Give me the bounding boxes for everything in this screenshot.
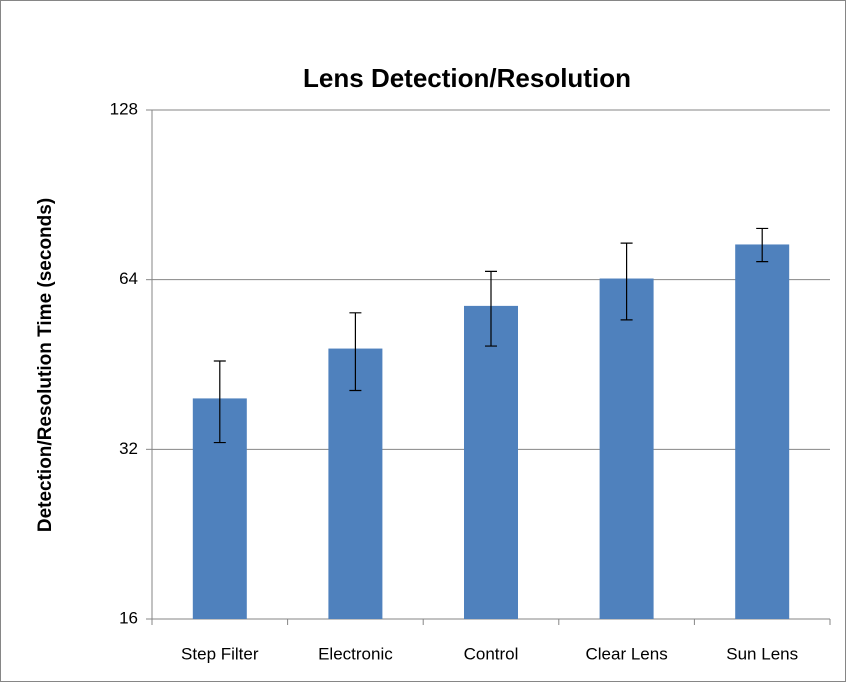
x-tick-label: Electronic bbox=[318, 644, 393, 663]
bar bbox=[599, 278, 654, 619]
y-tick-label: 32 bbox=[119, 439, 138, 458]
bar bbox=[735, 244, 790, 619]
x-tick-label: Control bbox=[464, 644, 519, 663]
y-tick-label: 128 bbox=[110, 99, 138, 118]
x-tick-label: Step Filter bbox=[181, 644, 259, 663]
error-bar bbox=[349, 312, 362, 392]
y-tick-label: 64 bbox=[119, 269, 138, 288]
x-tick-label: Sun Lens bbox=[726, 644, 798, 663]
error-bar bbox=[213, 360, 226, 444]
y-axis-label: Detection/Resolution Time (seconds) bbox=[35, 198, 56, 532]
error-bar bbox=[756, 227, 769, 263]
bar bbox=[328, 348, 383, 619]
chart-title: Lens Detection/Resolution bbox=[303, 63, 631, 93]
error-bar bbox=[485, 270, 497, 347]
x-tick-label: Clear Lens bbox=[585, 644, 667, 663]
error-bar bbox=[620, 242, 633, 321]
y-tick-label: 16 bbox=[119, 608, 138, 627]
bar bbox=[464, 305, 518, 619]
